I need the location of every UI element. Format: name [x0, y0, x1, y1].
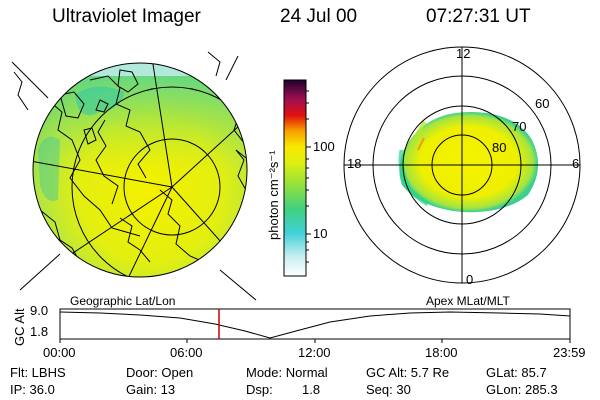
colorbar-tick-10: 10 — [313, 226, 328, 241]
auroral-oval — [399, 112, 539, 213]
instrument-title: Ultraviolet Imager — [52, 6, 201, 27]
colorbar-unit-label: photon cm⁻²s⁻¹ — [266, 150, 281, 240]
param-dsp-label: Dsp: — [246, 382, 273, 397]
mlt-label-12: 12 — [456, 46, 471, 61]
param-dsp-value: 1.8 — [302, 382, 321, 397]
param-ip: IP: 36.0 — [10, 382, 55, 397]
param-gc-alt: GC Alt: 5.7 Re — [366, 365, 450, 380]
param-gain: Gain: 13 — [126, 382, 176, 397]
colorbar — [283, 79, 311, 277]
param-seq: Seq: 30 — [366, 382, 411, 397]
time-tick-1800: 18:00 — [425, 345, 458, 360]
altitude-tick-low: 1.8 — [30, 324, 49, 339]
date-label: 24 Jul 00 — [280, 6, 358, 27]
time-label: 07:27:31 UT — [426, 6, 531, 27]
param-door: Door: Open — [126, 365, 194, 380]
altitude-curve — [59, 311, 571, 339]
time-tick-0600: 06:00 — [170, 345, 203, 360]
lat-label-80: 80 — [492, 140, 507, 155]
param-glat: GLat: 85.7 — [486, 365, 547, 380]
altitude-panel — [59, 308, 571, 343]
mlt-label-6: 6 — [572, 156, 580, 171]
apex-projection-label: Apex MLat/MLT — [426, 294, 510, 308]
geographic-image — [11, 51, 257, 301]
altitude-axis-label: GC Alt — [12, 308, 27, 346]
param-glon: GLon: 285.3 — [486, 382, 558, 397]
param-mode: Mode: Normal — [246, 365, 328, 380]
altitude-tick-high: 9.0 — [30, 303, 49, 318]
mlt-label-18: 18 — [347, 156, 362, 171]
time-tick-1200: 12:00 — [298, 345, 331, 360]
mlt-label-0: 0 — [466, 272, 474, 287]
time-tick-2359: 23:59 — [553, 345, 586, 360]
lat-label-60: 60 — [535, 96, 550, 111]
time-tick-0000: 00:00 — [43, 345, 76, 360]
lat-label-70: 70 — [512, 119, 527, 134]
geographic-projection-label: Geographic Lat/Lon — [70, 294, 176, 308]
colorbar-tick-100: 100 — [313, 139, 335, 154]
param-filter: Flt: LBHS — [10, 365, 66, 380]
polar-plot — [343, 46, 581, 284]
